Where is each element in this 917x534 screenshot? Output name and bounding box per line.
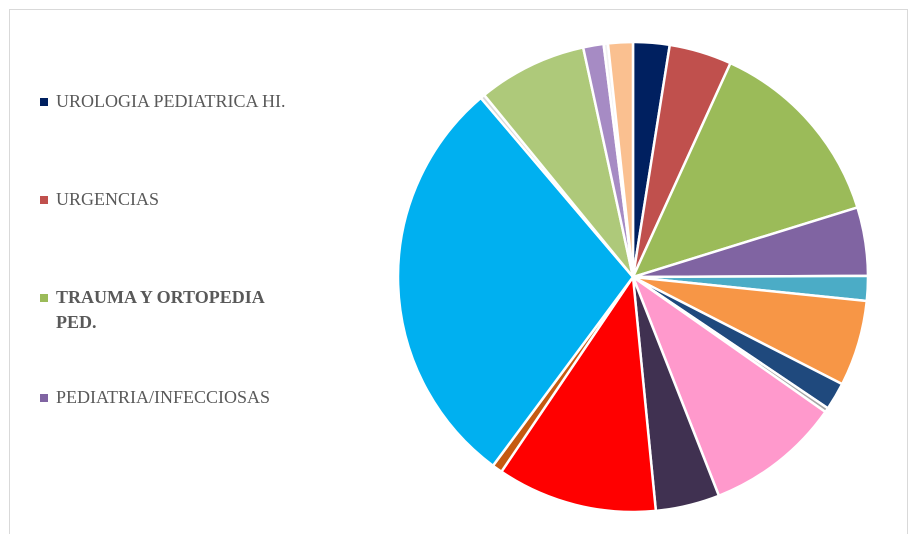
legend-item: URGENCIAS — [40, 187, 330, 212]
legend-swatch — [40, 98, 48, 106]
legend-label: TRAUMA Y ORTOPEDIA PED. — [56, 287, 264, 332]
legend-label: URGENCIAS — [56, 189, 160, 209]
legend-item: UROLOGIA PEDIATRICA HI. — [40, 89, 330, 114]
legend-swatch — [40, 294, 48, 302]
pie-slice — [630, 273, 828, 498]
legend-swatch — [40, 394, 48, 402]
legend-swatch — [40, 196, 48, 204]
pie-slice — [606, 40, 635, 278]
pie-slice — [482, 45, 635, 278]
chart-border — [9, 9, 908, 534]
legend-label: UROLOGIA PEDIATRICA HI. — [56, 91, 286, 111]
legend-item: PEDIATRIA/INFECCIOSAS — [40, 385, 330, 410]
pie-slice — [396, 96, 635, 468]
legend-label: PEDIATRIA/INFECCIOSAS — [56, 387, 271, 407]
pie-slice — [499, 273, 658, 514]
legend-item: TRAUMA Y ORTOPEDIA PED. — [40, 285, 330, 335]
pie-slice — [630, 61, 860, 280]
